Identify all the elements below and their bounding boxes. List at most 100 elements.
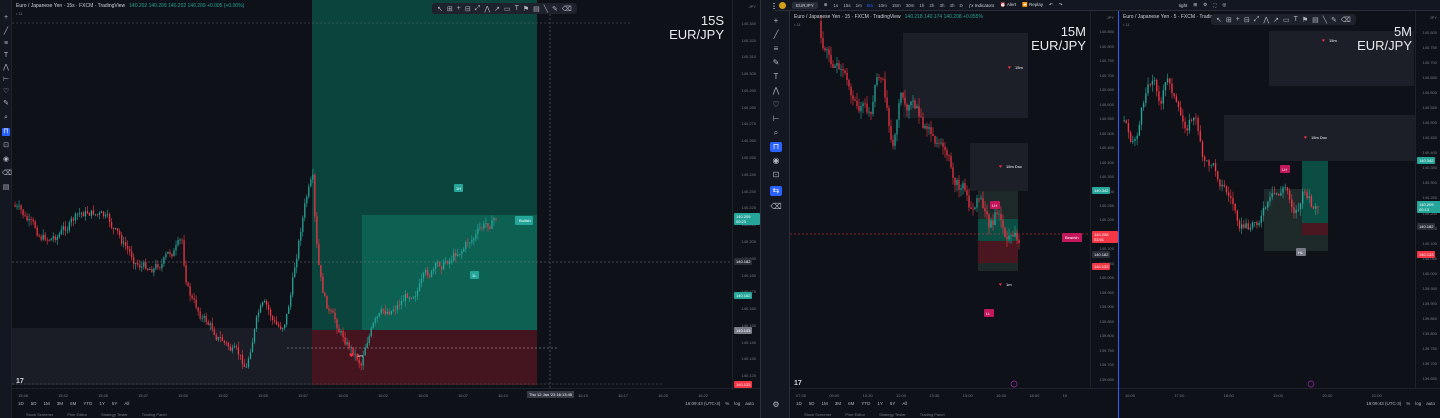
timeframe-marker-1m[interactable]: ♥ 1m <box>999 282 1012 288</box>
pattern-icon[interactable]: ⋀ <box>772 86 780 95</box>
eye-icon[interactable]: ◉ <box>2 156 10 163</box>
text-icon[interactable]: T <box>3 52 9 59</box>
clock[interactable]: 16:09:43 (UTC-3) <box>685 400 721 406</box>
arrow-icon[interactable]: ↗ <box>494 5 500 13</box>
magnet-icon[interactable]: ⊓ <box>2 128 10 136</box>
range-button-5y[interactable]: 5Y <box>111 400 118 406</box>
chart-pane-15m[interactable]: Euro / Japanese Yen · 15 · FXCM · Tradin… <box>790 11 1118 418</box>
rect-icon[interactable]: ▭ <box>503 5 511 13</box>
higher-low-marker[interactable]: HL <box>1296 248 1306 256</box>
bottom-tab[interactable]: Pine Editor <box>67 411 87 417</box>
bottom-tab[interactable]: Pine Editor <box>845 411 865 417</box>
loss-zone[interactable] <box>1302 223 1328 235</box>
camera-icon[interactable]: ◎ <box>1222 2 1227 7</box>
grid-icon[interactable]: ⊞ <box>446 5 453 13</box>
indicator-count[interactable]: • 11 <box>794 22 801 27</box>
time-axis[interactable]: 07:30 09:00 10:30 12:00 13:30 15:00 16:30 18:00… <box>790 388 1118 400</box>
lower-high-marker[interactable]: LH <box>1280 165 1290 173</box>
chart-pane-15s[interactable]: Euro / Japanese Yen · 15s · FXCM · Tradi… <box>12 0 760 418</box>
brush-icon[interactable]: ✎ <box>551 5 558 13</box>
lower-high-marker[interactable]: LH <box>990 201 1000 209</box>
bottom-tab[interactable]: Stock Screener <box>26 411 54 417</box>
redo-icon[interactable]: ↷ <box>1058 2 1063 7</box>
range-button-1d[interactable]: 1D <box>18 400 24 406</box>
note-icon[interactable]: ▤ <box>533 5 540 13</box>
fib-icon[interactable]: ≡ <box>3 40 9 47</box>
timeframe-1m[interactable]: 1m <box>855 2 862 8</box>
zigzag-icon[interactable]: ⋀ <box>484 5 491 13</box>
low-marker[interactable]: 1L <box>470 271 479 279</box>
floating-drawing-toolbar[interactable]: ↖ ⊞ + ⊟ ⤢ ⋀ ↗ ▭ T ⚑ ▤ ╲ ✎ ⌫ <box>432 3 577 14</box>
rect-icon[interactable]: ▭ <box>1282 16 1290 24</box>
brush-icon[interactable]: ✎ <box>772 58 780 67</box>
trash-icon[interactable]: ⌫ <box>770 202 782 211</box>
bottom-tab[interactable]: Strategy Tester <box>100 411 128 417</box>
flag-icon[interactable]: ⚑ <box>522 5 530 13</box>
bottom-tab[interactable]: Trading Panel <box>919 411 945 417</box>
chart-pane-5m[interactable]: Euro / Japanese Yen · 5 · FXCM · Trading… <box>1118 11 1440 418</box>
undo-icon[interactable]: ↶ <box>1049 2 1053 7</box>
magnet-icon[interactable]: ⊓ <box>770 142 782 152</box>
timeframe-15m[interactable]: 15m <box>891 2 901 8</box>
heart-icon[interactable]: ♡ <box>2 88 10 95</box>
crosshair-icon[interactable]: + <box>773 16 779 25</box>
avatar[interactable] <box>779 1 786 9</box>
pencil-icon[interactable]: ✎ <box>3 100 9 107</box>
bullish-label[interactable]: Bullish <box>515 216 533 225</box>
cursor-icon[interactable]: ↖ <box>1216 16 1222 24</box>
lock-icon[interactable]: ⊡ <box>3 142 9 149</box>
crosshair-icon[interactable]: + <box>456 5 461 12</box>
range-button-1m[interactable]: 1M <box>43 400 50 406</box>
grid-icon[interactable]: ⊞ <box>1225 16 1232 24</box>
replay-button[interactable]: ⏪ Replay <box>1022 2 1043 7</box>
profit-zone[interactable] <box>978 219 1018 241</box>
zoom-icon[interactable]: ⌕ <box>4 114 8 121</box>
sync-icon[interactable]: ⇆ <box>770 186 782 196</box>
heart-icon[interactable]: ♡ <box>772 100 780 109</box>
timeframe-5m[interactable]: 5m <box>866 2 874 8</box>
range-button-5y[interactable]: 5Y <box>889 400 896 406</box>
line-icon[interactable]: ╲ <box>1322 16 1327 24</box>
range-button-5d[interactable]: 5D <box>30 400 37 406</box>
fib-icon[interactable]: ≡ <box>773 44 779 53</box>
loss-zone[interactable] <box>978 241 1018 263</box>
lower-low-marker[interactable]: LL <box>984 309 994 317</box>
timeframe-marker-1m[interactable]: ♥ 1m <box>349 353 363 359</box>
stop-loss-zone[interactable] <box>312 330 537 385</box>
settings-icon[interactable]: ⚙ <box>772 400 780 409</box>
percent-toggle[interactable]: % <box>1406 400 1411 406</box>
trend-line-icon[interactable]: ╱ <box>773 30 779 39</box>
trash-icon[interactable]: ⌫ <box>1340 16 1351 24</box>
range-button-ytd[interactable]: YTD <box>83 400 93 406</box>
zoom-icon[interactable]: ⌕ <box>773 128 779 137</box>
timeframe-15s[interactable]: 15s <box>843 2 851 8</box>
range-button-ytd[interactable]: YTD <box>861 400 871 406</box>
floating-drawing-toolbar[interactable]: ↖ ⊞ + ⊟ ⤢ ⋀ ↗ ▭ T ⚑ ▤ ╲ ✎ ⌫ <box>1211 14 1356 25</box>
event-marker-icon[interactable] <box>1307 380 1315 388</box>
range-button-1y[interactable]: 1Y <box>99 400 105 406</box>
note-icon[interactable]: ▤ <box>1312 16 1319 24</box>
trash-icon[interactable]: ⌫ <box>561 5 572 13</box>
timeframe-1s[interactable]: 1s <box>833 2 839 8</box>
timeframe-D[interactable]: D <box>959 2 963 8</box>
fullscreen-icon[interactable]: ⛶ <box>1213 2 1217 8</box>
layout-name[interactable]: right <box>1178 2 1188 8</box>
ruler-icon[interactable]: ⊢ <box>772 114 780 123</box>
timeframe-marker-15m[interactable]: ♥ 15m <box>1322 38 1337 44</box>
timeframe-1h[interactable]: 1h <box>919 2 925 8</box>
range-button-3m[interactable]: 3M <box>834 400 842 406</box>
layout-grid-icon[interactable]: ⊞ <box>1193 2 1198 7</box>
bottom-tab[interactable]: Trading Panel <box>141 411 167 417</box>
timeframe-marker-15m[interactable]: ♥ 15m <box>1008 65 1023 71</box>
crosshair-icon[interactable]: + <box>1235 16 1240 23</box>
candlestick-chart[interactable]: ♥ 15m ♥ 15m Doc LH HL <box>1119 11 1415 389</box>
flag-icon[interactable]: ⚑ <box>1301 16 1309 24</box>
delete-icon[interactable]: ▤ <box>2 184 10 191</box>
ruler-icon[interactable]: ⊟ <box>464 5 471 13</box>
text-tool-icon[interactable]: T <box>1293 16 1298 23</box>
trash-icon[interactable]: ⌫ <box>2 170 12 177</box>
measure-icon[interactable]: ⊢ <box>2 76 10 83</box>
timeframe-4h[interactable]: 4h <box>949 2 955 8</box>
lock-icon[interactable]: ⊡ <box>772 170 780 179</box>
symbol-search[interactable]: EURJPY <box>792 1 818 9</box>
